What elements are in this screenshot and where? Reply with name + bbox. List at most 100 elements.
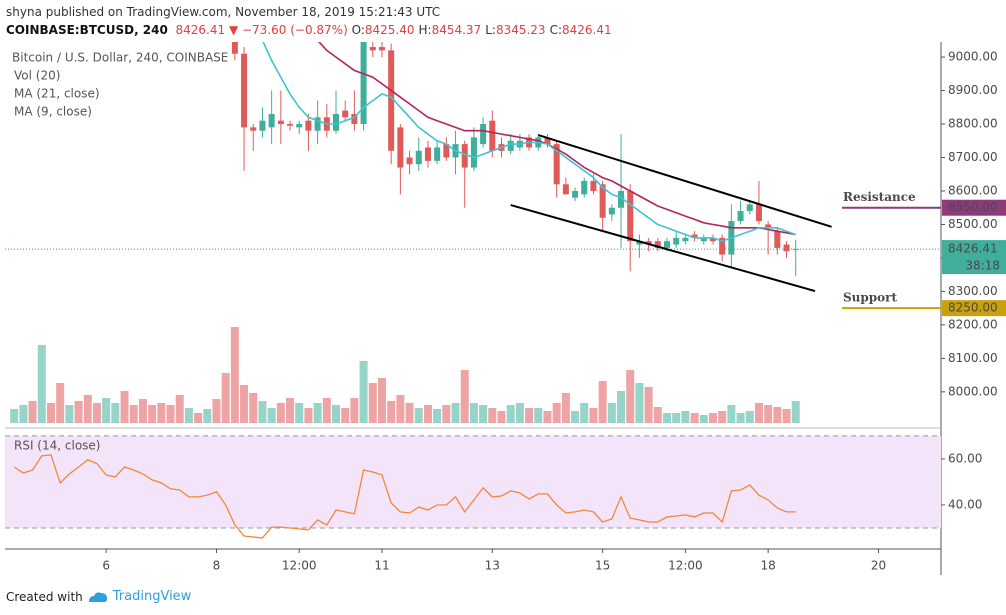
rsi-tick-label: 60.00 [948, 451, 982, 465]
volume-bar [754, 403, 763, 423]
ma-line [262, 42, 796, 243]
volume-bar [341, 408, 350, 423]
volume-bar [212, 399, 221, 423]
candle-body [314, 117, 321, 131]
volume-bar [764, 405, 773, 423]
countdown: 38:18 [965, 259, 1000, 273]
candle-body [296, 124, 303, 128]
y-tick-label: 8100.00 [948, 351, 998, 365]
candle-body [682, 237, 689, 242]
level-tag-label: 8250.00 [948, 301, 998, 315]
volume-bar [240, 385, 249, 423]
volume-bar [423, 405, 432, 423]
volume-bar [368, 383, 377, 423]
volume-bar [525, 408, 534, 423]
ohlc-label: H: [418, 23, 432, 37]
candle-body [783, 244, 790, 252]
rsi-line [13, 454, 796, 539]
volume-bar [653, 407, 662, 423]
volume-bar [10, 409, 19, 423]
volume-bar [129, 405, 138, 423]
volume-bar [83, 395, 92, 423]
y-tick-label: 9000.00 [948, 50, 998, 64]
footer: Created with TradingView [6, 589, 191, 604]
volume-bar [92, 403, 101, 423]
price-pane [5, 0, 941, 277]
candle-body [774, 231, 781, 248]
volume-bar [295, 403, 304, 423]
x-tick-label: 8 [213, 559, 221, 573]
candle-body [195, 17, 201, 20]
ohlc-label: O: [351, 23, 365, 37]
candle-body [149, 0, 155, 7]
y-tick-label: 8200.00 [948, 317, 998, 331]
level-label: Resistance [843, 190, 916, 204]
rsi-pane [5, 435, 941, 539]
candle-body [186, 17, 192, 24]
candle-body [507, 140, 514, 151]
volume-bar [736, 413, 745, 423]
y-tick-label: 8900.00 [948, 83, 998, 97]
footer-brand: TradingView [112, 589, 192, 604]
quote: COINBASE:BTCUSD, 240 8426.41 ▼ −73.60 (−… [6, 21, 616, 39]
volume-pane [10, 327, 800, 423]
candle-body [241, 53, 248, 128]
volume-bar [74, 401, 83, 423]
volume-bar [699, 415, 708, 423]
candle-body [204, 14, 210, 21]
candle-body [461, 144, 468, 168]
candle-body [223, 20, 229, 23]
volume-bar [359, 361, 368, 423]
volume-bar [745, 411, 754, 423]
candle-body [553, 144, 560, 185]
volume-bar [414, 408, 423, 423]
y-tick-label: 8300.00 [948, 284, 998, 298]
rsi-band [5, 435, 941, 528]
volume-bar [672, 413, 681, 423]
volume-bar [28, 401, 37, 423]
candle-body [599, 184, 606, 218]
volume-bar [313, 403, 322, 423]
volume-bar [598, 381, 607, 423]
footer-text: Created with [6, 589, 83, 604]
volume-bar [469, 403, 478, 423]
candle-body [158, 7, 164, 10]
candle-body [581, 180, 588, 195]
last-price-label: 8426.41 [948, 242, 998, 256]
x-tick-label: 13 [485, 559, 500, 573]
candle-body [627, 190, 634, 242]
candle-body [562, 184, 569, 195]
volume-bar [580, 403, 589, 423]
x-tick-label: 11 [374, 559, 389, 573]
candle-body [709, 237, 716, 242]
volume-bar [451, 403, 460, 423]
symbol: COINBASE:BTCUSD, 240 [6, 23, 168, 37]
volume-bar [515, 403, 524, 423]
x-tick-label: 12:00 [668, 559, 703, 573]
trend-line [537, 134, 832, 228]
volume-bar [488, 408, 497, 423]
volume-bar [387, 401, 396, 423]
candle-body [287, 124, 294, 126]
candle-body [480, 124, 487, 145]
volume-bar [433, 409, 442, 423]
candle-body [489, 120, 496, 151]
candle-body [369, 47, 376, 51]
last: 8426.41 [175, 23, 226, 37]
candle-body [406, 157, 413, 165]
volume-bar [221, 373, 230, 423]
candle-body [590, 180, 597, 191]
ohlc-value: 8426.41 [561, 23, 612, 37]
volume-bar [552, 403, 561, 423]
candle-body [351, 113, 358, 125]
volume-bar [194, 413, 203, 423]
volume-bar [148, 405, 157, 423]
change: ▼ −73.60 (−0.87%) [228, 23, 348, 37]
volume-bar [276, 403, 285, 423]
volume-bar [37, 345, 46, 423]
candle-body [700, 237, 707, 242]
candle-body [664, 241, 671, 248]
volume-bar [65, 405, 74, 423]
volume-bar [617, 391, 626, 423]
